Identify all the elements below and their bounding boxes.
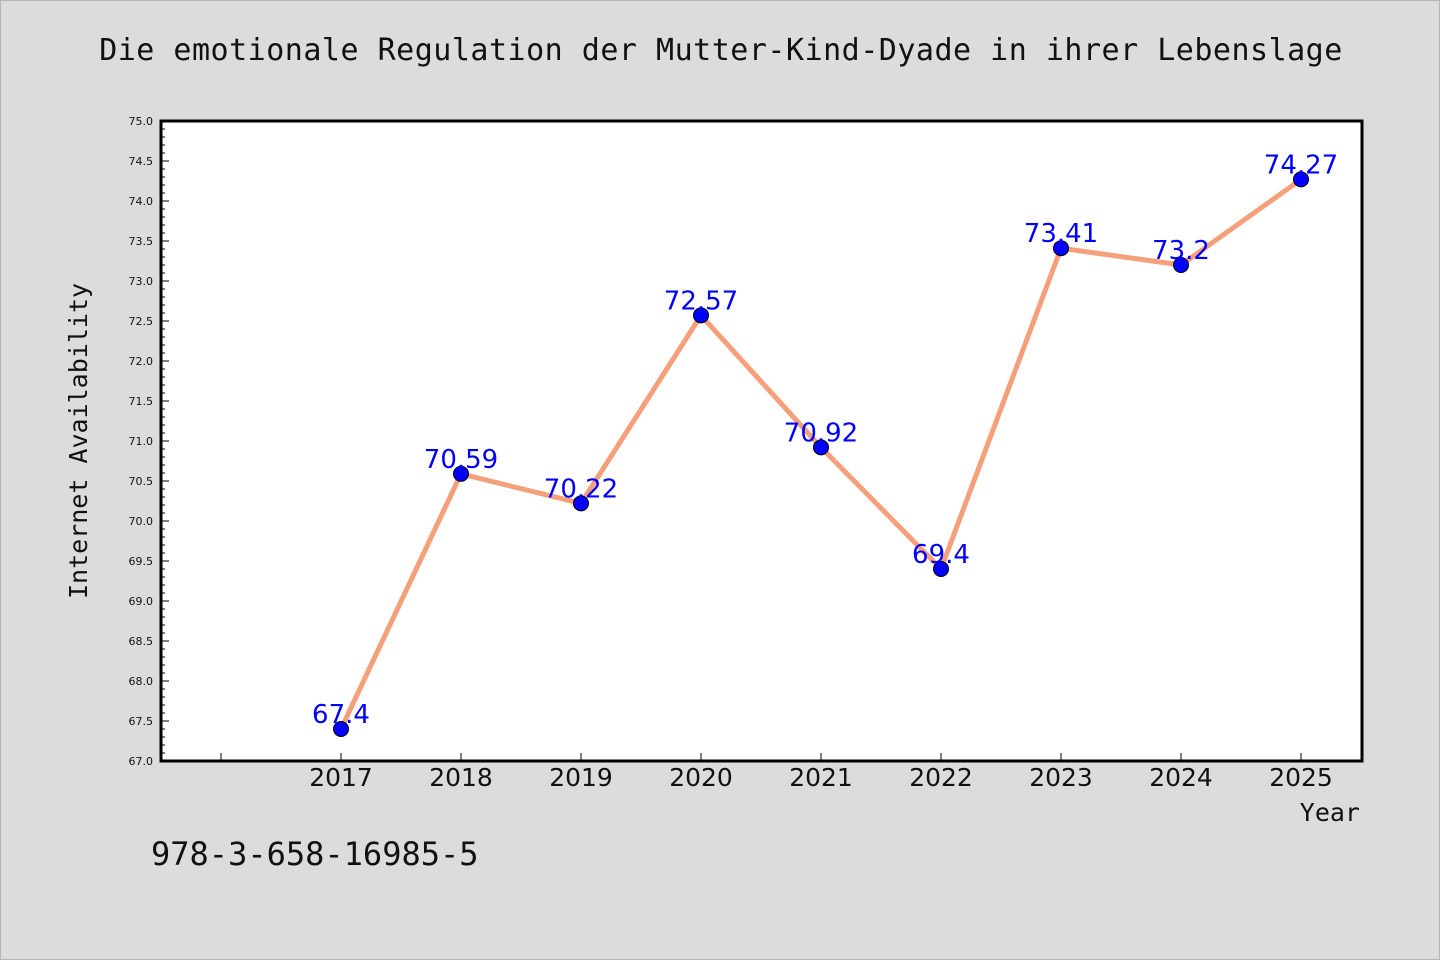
data-point bbox=[333, 721, 349, 737]
y-tick-label: 68.5 bbox=[129, 635, 154, 648]
y-tick-label: 68.0 bbox=[129, 675, 154, 688]
data-point bbox=[573, 495, 589, 512]
y-axis-ticks: 67.0 67.5 68.0 68.5 69.0 69.5 70.0 70.5 71.0 71.5… bbox=[129, 115, 169, 768]
x-tick-label: 2018 bbox=[429, 763, 493, 792]
data-point bbox=[1053, 240, 1069, 257]
y-tick-label: 69.0 bbox=[129, 595, 154, 608]
y-tick-label: 74.0 bbox=[129, 195, 154, 208]
data-point bbox=[1293, 171, 1309, 188]
y-tick-label: 73.0 bbox=[129, 275, 154, 288]
x-tick-label: 2025 bbox=[1269, 763, 1333, 792]
data-point bbox=[1173, 257, 1189, 273]
x-axis-ticks: 2017 2018 2019 2020 2021 2022 2023 2024 2025 bbox=[220, 753, 1333, 792]
y-tick-label: 72.5 bbox=[129, 315, 154, 328]
y-tick-label: 74.5 bbox=[129, 155, 154, 168]
plot-area bbox=[161, 121, 1362, 761]
x-tick-label: 2019 bbox=[549, 763, 613, 792]
data-label: 73.41 bbox=[1024, 219, 1098, 249]
data-point bbox=[813, 439, 829, 456]
y-axis-label: Internet Availability bbox=[64, 283, 93, 599]
x-tick-label: 2017 bbox=[309, 763, 373, 792]
data-point bbox=[693, 307, 709, 324]
data-label: 70.59 bbox=[424, 445, 498, 475]
data-label: 73.2 bbox=[1152, 236, 1210, 266]
chart-title: Die emotionale Regulation der Mutter-Kin… bbox=[99, 33, 1343, 68]
data-label: 70.92 bbox=[784, 418, 858, 448]
y-tick-label: 70.5 bbox=[129, 475, 154, 488]
x-tick-label: 2024 bbox=[1149, 763, 1213, 792]
y-tick-label: 70.0 bbox=[129, 515, 154, 528]
isbn-text: 978-3-658-16985-5 bbox=[151, 835, 479, 873]
series-markers bbox=[333, 171, 1309, 737]
y-tick-label: 71.0 bbox=[129, 435, 154, 448]
x-tick-label: 2023 bbox=[1029, 763, 1093, 792]
plot-frame bbox=[159, 119, 1364, 763]
y-tick-label: 75.0 bbox=[129, 115, 154, 128]
data-label: 74.27 bbox=[1264, 150, 1338, 180]
x-tick-label: 2020 bbox=[669, 763, 733, 792]
data-point bbox=[933, 561, 949, 577]
data-label: 72.57 bbox=[664, 286, 738, 316]
data-labels: 67.4 70.59 70.22 72.57 70.92 69.4 73.41 73.2 74.… bbox=[312, 150, 1338, 730]
x-tick-label: 2022 bbox=[909, 763, 973, 792]
data-label: 70.22 bbox=[544, 474, 618, 504]
y-tick-label: 67.5 bbox=[129, 715, 154, 728]
y-tick-label: 67.0 bbox=[129, 755, 154, 768]
y-tick-label: 71.5 bbox=[129, 395, 154, 408]
data-point bbox=[453, 465, 469, 482]
y-tick-label: 72.0 bbox=[129, 355, 154, 368]
x-axis-label: Year bbox=[1300, 798, 1360, 827]
data-label: 67.4 bbox=[312, 700, 370, 730]
x-tick-label: 2021 bbox=[789, 763, 853, 792]
y-tick-label: 69.5 bbox=[129, 555, 154, 568]
data-label: 69.4 bbox=[912, 540, 970, 570]
y-tick-label: 73.5 bbox=[129, 235, 154, 248]
